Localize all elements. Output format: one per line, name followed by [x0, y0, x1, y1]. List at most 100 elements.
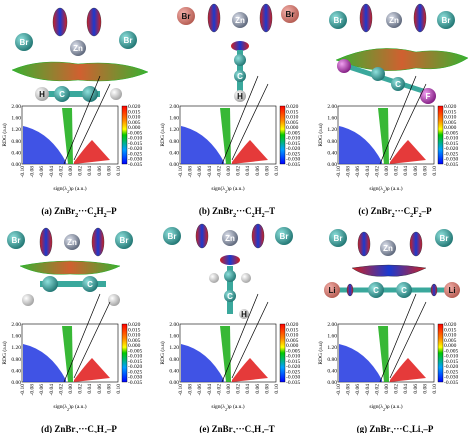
x-tick-label: -0.02	[374, 166, 380, 178]
panel-e: Br Zn Br CH RDG (a.u) 2.00 1.60 1.20 0.80 0.40 0.0…	[159, 223, 300, 433]
colorbar-tick-label: -0.025	[286, 151, 300, 157]
atom-Zn	[222, 230, 238, 246]
colorbar-tick-label: -0.015	[286, 359, 300, 365]
y-tick-label: 1.60	[11, 116, 21, 122]
colorbar-tick-label: -0.035	[286, 162, 300, 168]
colorbar-tick-label: 0.005	[444, 338, 457, 344]
atom-label: Br	[286, 10, 295, 19]
x-tick-label: -0.08	[346, 384, 352, 396]
nci-surface	[11, 61, 149, 82]
atom-ball	[337, 59, 351, 73]
x-tick-label: -0.06	[39, 384, 45, 396]
y-axis-label: RDG (a.u)	[1, 341, 8, 364]
atom-label: C	[59, 90, 65, 99]
colorbar-tick-label: -0.005	[286, 348, 300, 354]
atom-Br	[275, 227, 293, 245]
nci-lobe	[39, 227, 53, 257]
bond	[345, 63, 427, 95]
atom-ball	[22, 294, 34, 306]
panel-caption: (c) ZnBr2···C2F2–P	[358, 206, 432, 219]
x-tick-label: -0.04	[207, 166, 213, 178]
atom-label: Zn	[73, 44, 83, 53]
x-tick-label: 0.00	[384, 166, 390, 176]
atom-Br	[437, 11, 455, 29]
y-tick-label: 0.80	[327, 139, 337, 145]
panel-caption: (d) ZnBr2···C2H4–P	[41, 424, 117, 433]
colorbar-tick-label: -0.035	[128, 380, 142, 386]
colorbar-tick-label: 0.015	[128, 327, 141, 333]
scatter-green	[62, 108, 73, 164]
pointer-line	[389, 83, 427, 161]
y-axis-label: RDG (a.u)	[159, 123, 166, 146]
x-tick-label: 0.08	[264, 166, 270, 176]
colorbar-tick-label: 0.010	[286, 115, 299, 121]
x-axis-label: sign(λ2)ρ (a.u.)	[53, 403, 86, 412]
nci-lobe	[409, 231, 423, 257]
nci-lobe	[259, 3, 273, 33]
atom-label: Li	[328, 286, 335, 295]
nci-lobe	[207, 3, 221, 33]
x-tick-label: -0.10	[20, 166, 26, 178]
atom-Zn	[380, 240, 396, 256]
atom-Br	[177, 7, 195, 25]
atom-C	[391, 77, 405, 91]
y-tick-label: 0.40	[327, 368, 337, 374]
atom-H	[35, 87, 49, 101]
colorbar-tick-label: -0.005	[444, 130, 458, 136]
x-tick-label: -0.08	[188, 166, 194, 178]
atom-C	[82, 276, 98, 292]
scatter-blue	[339, 344, 382, 382]
atom-label: H	[39, 90, 45, 99]
y-tick-label: 1.20	[11, 345, 21, 351]
colorbar-tick-label: 0.010	[128, 115, 141, 121]
y-tick-label: 0.80	[11, 139, 21, 145]
colorbar-tick-label: 0.000	[444, 125, 457, 131]
x-tick-label: 0.08	[422, 166, 428, 176]
colorbar-tick-label: 0.005	[128, 120, 141, 126]
x-tick-label: 0.08	[106, 384, 112, 394]
y-tick-label: 0.80	[327, 357, 337, 363]
y-tick-label: 0.00	[11, 380, 21, 386]
colorbar	[121, 323, 128, 383]
x-tick-label: -0.08	[188, 384, 194, 396]
colorbar-tick-label: -0.020	[286, 364, 300, 370]
atom-C	[224, 290, 236, 302]
x-tick-label: -0.04	[365, 166, 371, 178]
atom-Br	[163, 227, 181, 245]
nci-surface	[335, 48, 469, 71]
atom-label: H	[241, 310, 247, 319]
y-axis-label: RDG (a.u)	[317, 341, 324, 364]
y-tick-label: 1.60	[169, 116, 179, 122]
colorbar-tick-label: 0.015	[444, 327, 457, 333]
pointer-line	[73, 301, 111, 379]
pointer-line	[379, 293, 417, 383]
atom-label: C	[401, 286, 407, 295]
y-tick-label: 2.00	[327, 322, 337, 328]
panel-caption: (b) ZnBr2···C2H2–T	[199, 206, 275, 219]
atom-C	[396, 282, 412, 298]
colorbar-tick-label: -0.015	[128, 359, 142, 365]
colorbar-tick-label: 0.005	[286, 338, 299, 344]
colorbar-tick-label: -0.020	[444, 364, 458, 370]
panel-c: Br Zn Br C F RDG (a.u) 2.00 1.60 1.20 0.80 0.40 0.0…	[317, 3, 469, 219]
nci-lobe	[357, 231, 371, 257]
colorbar-tick-label: -0.010	[444, 354, 458, 360]
x-tick-label: 0.00	[384, 384, 390, 394]
atom-label: C	[237, 72, 243, 81]
nci-lobe	[91, 227, 105, 257]
x-tick-label: -0.04	[49, 166, 55, 178]
atom-Li	[324, 282, 340, 298]
x-tick-label: -0.02	[58, 166, 64, 178]
atom-label: H	[237, 92, 243, 101]
x-tick-label: 0.04	[245, 166, 251, 176]
colorbar-tick-label: -0.025	[128, 369, 142, 375]
nci-lobe	[251, 223, 265, 249]
y-axis-label: RDG (a.u)	[1, 123, 8, 146]
colorbar-tick-label: 0.020	[444, 322, 457, 328]
colorbar-tick-label: -0.025	[444, 369, 458, 375]
y-axis-label: RDG (a.u)	[317, 123, 324, 146]
colorbar-tick-label: -0.025	[444, 151, 458, 157]
atom-H	[234, 90, 246, 102]
atom-Br	[329, 11, 347, 29]
atom-Br	[115, 231, 133, 249]
